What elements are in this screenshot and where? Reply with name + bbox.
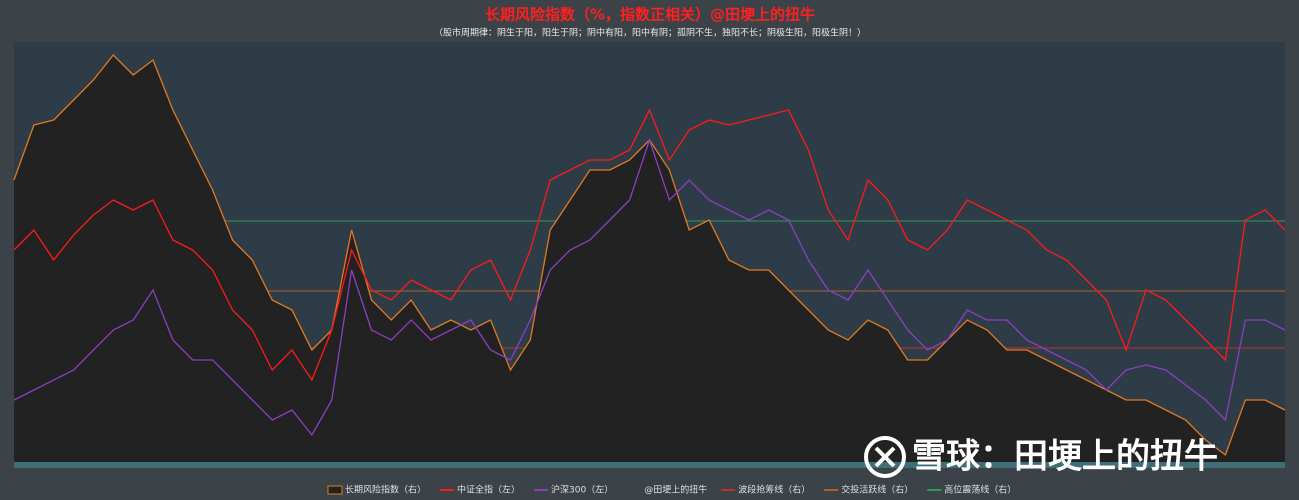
logo-ring xyxy=(864,436,906,478)
area xyxy=(14,55,1285,462)
logo-mark xyxy=(874,446,896,468)
chart-subtitle: （股市周期律：阴生于阳，阳生于阴；阴中有阳，阳中有阴；孤阴不生，独阳不长；阴极生… xyxy=(434,27,866,39)
watermark: 雪球：田埂上的扭牛 xyxy=(912,437,1218,477)
legend-label: 长期风险指数（右） xyxy=(345,484,426,496)
legend-label: 中证全指（左） xyxy=(457,484,520,496)
legend-label: 交投活跃线（右） xyxy=(841,484,913,496)
legend-label: 高位震荡线（右） xyxy=(944,484,1016,496)
legend-label: 波段抢筹线（右） xyxy=(738,484,810,496)
legend-label: 沪深300（左） xyxy=(551,484,613,496)
x-axis-strip xyxy=(14,462,1285,468)
chart-title: 长期风险指数（%，指数正相关）@田埂上的扭牛 xyxy=(485,6,815,24)
plot xyxy=(13,54,1286,462)
legend: 长期风险指数（右） 中证全指（左） 沪深300（左） @田埂上的扭牛 波段抢筹线（右） 交… xyxy=(327,484,1016,496)
series-line xyxy=(13,137,1286,437)
series-line xyxy=(13,108,1286,382)
legend-swatch xyxy=(327,485,343,495)
watermark-logo xyxy=(864,436,906,478)
legend-label: @田埂上的扭牛 xyxy=(644,484,707,496)
